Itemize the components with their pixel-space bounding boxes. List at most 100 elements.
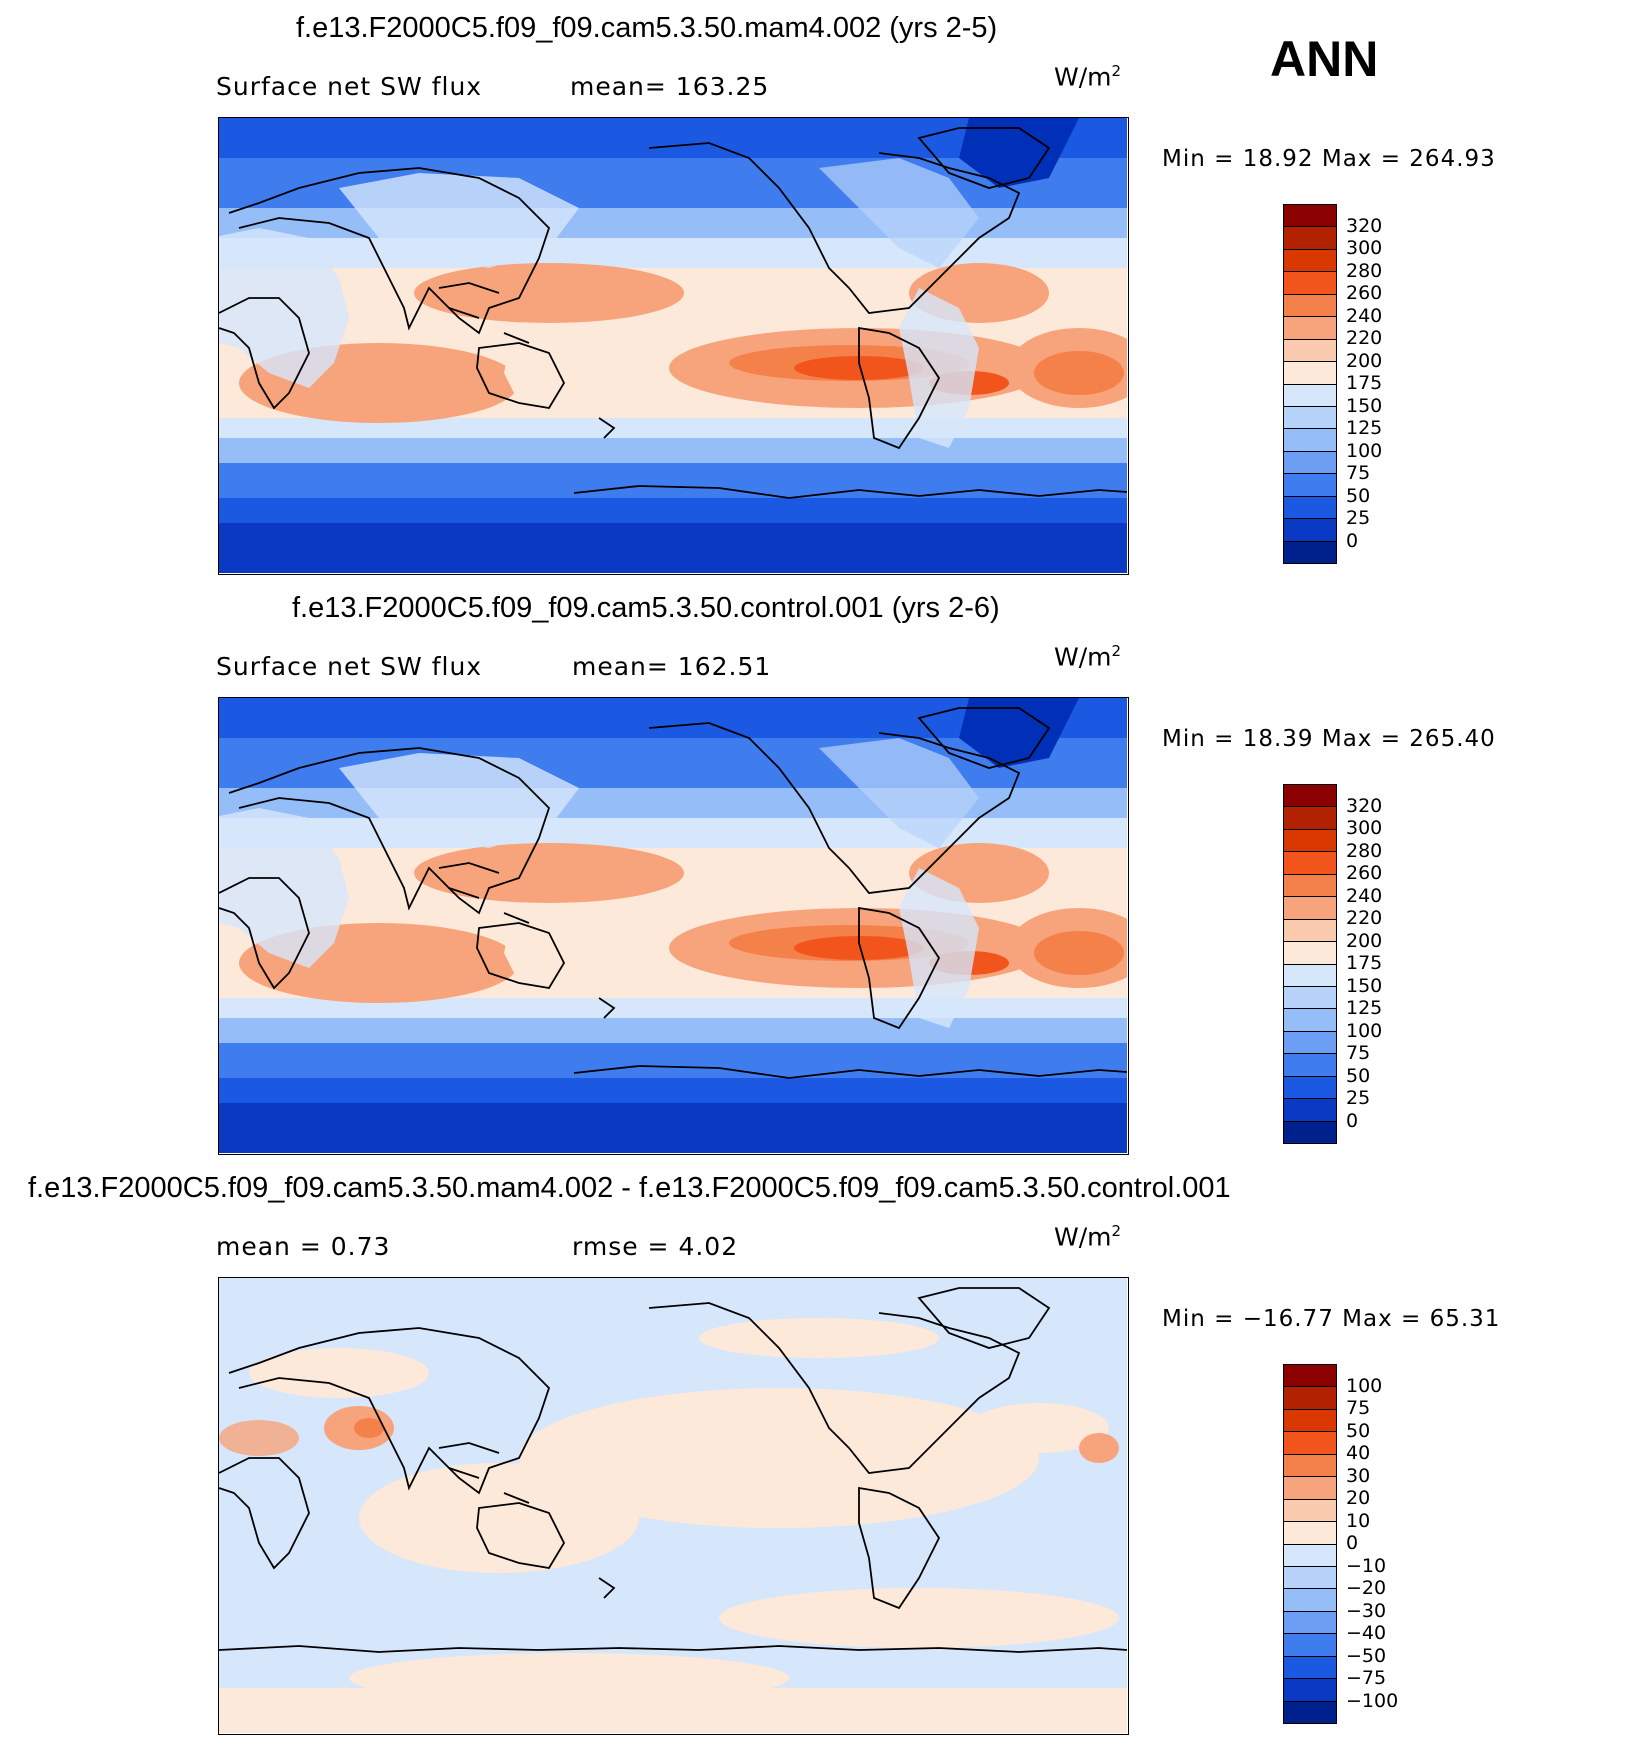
colorbar-segment bbox=[1284, 293, 1336, 317]
colorbar-tick-label: 50 bbox=[1346, 1419, 1371, 1442]
colorbar-tick-label: 280 bbox=[1346, 259, 1383, 282]
colorbar-segment bbox=[1284, 873, 1336, 897]
colorbar-segment bbox=[1284, 1476, 1336, 1499]
colorbar-segment bbox=[1284, 1120, 1336, 1143]
colorbar-segment bbox=[1284, 540, 1336, 563]
colorbar-tick-label: −40 bbox=[1346, 1622, 1387, 1644]
colorbar-tick-label: 75 bbox=[1346, 1042, 1371, 1064]
panel2-map bbox=[218, 697, 1129, 1155]
colorbar-segment bbox=[1284, 405, 1336, 429]
colorbar-tick-label: 20 bbox=[1346, 1487, 1371, 1509]
colorbar-segment bbox=[1284, 1610, 1336, 1634]
colorbar-tick-label: 25 bbox=[1346, 507, 1371, 529]
colorbar-tick-label: 0 bbox=[1346, 1532, 1359, 1554]
colorbar-tick-label: 125 bbox=[1346, 417, 1383, 439]
panel3-title: f.e13.F2000C5.f09_f09.cam5.3.50.mam4.002… bbox=[28, 1172, 1231, 1204]
panel2-title: f.e13.F2000C5.f09_f09.cam5.3.50.control.… bbox=[292, 592, 1000, 624]
panel2-units: W/m2 bbox=[1054, 642, 1122, 672]
panel3-mean-label: mean = 0.73 bbox=[216, 1232, 391, 1261]
panel1-variable-label: Surface net SW flux bbox=[216, 72, 483, 101]
panel1-mean-label: mean= 163.25 bbox=[570, 72, 770, 101]
panel2-variable-label: Surface net SW flux bbox=[216, 652, 483, 681]
colorbar-segment bbox=[1284, 918, 1336, 942]
colorbar-tick-label: −10 bbox=[1346, 1554, 1387, 1577]
colorbar-segment bbox=[1284, 1408, 1336, 1432]
colorbar-tick-label: 150 bbox=[1346, 394, 1383, 417]
panel2-colorbar bbox=[1283, 784, 1337, 1144]
colorbar-tick-label: 240 bbox=[1346, 884, 1383, 907]
colorbar-segment bbox=[1284, 1521, 1336, 1544]
panel2-map-canvas bbox=[219, 698, 1127, 1153]
colorbar-segment bbox=[1284, 1386, 1336, 1409]
colorbar-tick-label: 30 bbox=[1346, 1464, 1371, 1487]
colorbar-tick-label: 320 bbox=[1346, 214, 1383, 237]
colorbar-tick-label: 0 bbox=[1346, 529, 1359, 552]
colorbar-segment bbox=[1284, 495, 1336, 519]
colorbar-tick-label: 175 bbox=[1346, 952, 1383, 974]
colorbar-segment bbox=[1284, 963, 1336, 986]
colorbar-tick-label: 40 bbox=[1346, 1442, 1371, 1464]
colorbar-segment bbox=[1284, 383, 1336, 406]
colorbar-tick-label: 320 bbox=[1346, 794, 1383, 817]
colorbar-segment bbox=[1284, 851, 1336, 874]
colorbar-segment bbox=[1284, 1700, 1336, 1723]
colorbar-segment bbox=[1284, 1543, 1336, 1566]
colorbar-tick-label: 100 bbox=[1346, 1374, 1383, 1397]
colorbar-tick-label: 260 bbox=[1346, 862, 1383, 884]
panel3-map-canvas bbox=[219, 1278, 1127, 1733]
colorbar-segment bbox=[1284, 941, 1336, 964]
colorbar-tick-label: 240 bbox=[1346, 304, 1383, 327]
colorbar-segment bbox=[1284, 806, 1336, 829]
colorbar-segment bbox=[1284, 896, 1336, 919]
colorbar-segment bbox=[1284, 361, 1336, 384]
panel1-units: W/m2 bbox=[1054, 62, 1122, 92]
colorbar-segment bbox=[1284, 1365, 1336, 1387]
colorbar-segment bbox=[1284, 1008, 1336, 1031]
colorbar-segment bbox=[1284, 828, 1336, 852]
colorbar-segment bbox=[1284, 1498, 1336, 1522]
colorbar-tick-label: 200 bbox=[1346, 349, 1383, 372]
panel1-minmax: Min = 18.92 Max = 264.93 bbox=[1162, 146, 1496, 172]
colorbar-tick-label: −30 bbox=[1346, 1599, 1387, 1622]
colorbar-segment bbox=[1284, 450, 1336, 474]
panel3-minmax: Min = −16.77 Max = 65.31 bbox=[1162, 1306, 1501, 1332]
colorbar-segment bbox=[1284, 1633, 1336, 1656]
colorbar-tick-label: 280 bbox=[1346, 839, 1383, 862]
panel3-units: W/m2 bbox=[1054, 1222, 1122, 1252]
colorbar-tick-label: 0 bbox=[1346, 1109, 1359, 1132]
colorbar-segment bbox=[1284, 785, 1336, 807]
colorbar-segment bbox=[1284, 1431, 1336, 1454]
colorbar-tick-label: 220 bbox=[1346, 327, 1383, 349]
panel1-map-canvas bbox=[219, 118, 1127, 573]
colorbar-segment bbox=[1284, 428, 1336, 451]
colorbar-tick-label: 75 bbox=[1346, 462, 1371, 484]
colorbar-segment bbox=[1284, 1453, 1336, 1477]
colorbar-segment bbox=[1284, 1075, 1336, 1099]
colorbar-segment bbox=[1284, 205, 1336, 227]
panel3-rmse-label: rmse = 4.02 bbox=[572, 1232, 739, 1261]
panel2-mean-label: mean= 162.51 bbox=[572, 652, 772, 681]
colorbar-tick-label: 75 bbox=[1346, 1397, 1371, 1419]
colorbar-segment bbox=[1284, 1053, 1336, 1076]
colorbar-tick-label: 150 bbox=[1346, 974, 1383, 997]
colorbar-segment bbox=[1284, 1588, 1336, 1611]
colorbar-segment bbox=[1284, 316, 1336, 339]
colorbar-tick-label: 50 bbox=[1346, 484, 1371, 507]
panel1-title: f.e13.F2000C5.f09_f09.cam5.3.50.mam4.002… bbox=[296, 12, 998, 44]
colorbar-tick-label: 125 bbox=[1346, 997, 1383, 1019]
colorbar-tick-label: 10 bbox=[1346, 1509, 1371, 1532]
panel1-colorbar bbox=[1283, 204, 1337, 564]
colorbar-segment bbox=[1284, 248, 1336, 272]
colorbar-segment bbox=[1284, 985, 1336, 1009]
season-label: ANN bbox=[1270, 31, 1379, 87]
colorbar-tick-label: 100 bbox=[1346, 439, 1383, 462]
colorbar-tick-label: 260 bbox=[1346, 282, 1383, 304]
colorbar-tick-label: 175 bbox=[1346, 372, 1383, 394]
colorbar-tick-label: 100 bbox=[1346, 1019, 1383, 1042]
colorbar-segment bbox=[1284, 1030, 1336, 1054]
colorbar-tick-label: 300 bbox=[1346, 237, 1383, 259]
panel3-map bbox=[218, 1277, 1129, 1735]
panel2-minmax: Min = 18.39 Max = 265.40 bbox=[1162, 726, 1496, 752]
colorbar-tick-label: 220 bbox=[1346, 907, 1383, 929]
colorbar-tick-label: −100 bbox=[1346, 1689, 1399, 1712]
